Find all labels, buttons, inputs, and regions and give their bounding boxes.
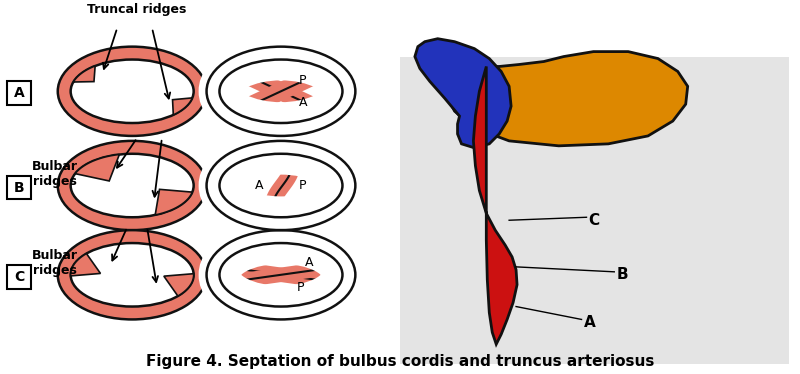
Polygon shape <box>173 98 192 115</box>
Ellipse shape <box>206 47 355 136</box>
Text: Bulbar
ridges: Bulbar ridges <box>32 160 78 188</box>
Ellipse shape <box>70 59 194 123</box>
Ellipse shape <box>219 154 342 217</box>
Ellipse shape <box>219 59 342 123</box>
Text: B: B <box>14 181 24 194</box>
Bar <box>400 56 789 364</box>
Text: P: P <box>299 74 306 87</box>
Text: Truncal ridges: Truncal ridges <box>87 3 187 16</box>
Polygon shape <box>440 52 688 146</box>
Text: P: P <box>297 281 305 294</box>
Ellipse shape <box>206 230 355 319</box>
Ellipse shape <box>58 230 206 319</box>
Polygon shape <box>415 39 511 148</box>
Polygon shape <box>70 254 101 276</box>
Text: A: A <box>583 315 595 330</box>
Text: A: A <box>14 86 25 100</box>
Ellipse shape <box>206 141 355 230</box>
Ellipse shape <box>58 47 206 136</box>
Text: A: A <box>305 257 313 269</box>
Text: P: P <box>299 179 306 192</box>
Text: Figure 4. Septation of bulbus cordis and truncus arteriosus: Figure 4. Septation of bulbus cordis and… <box>146 354 654 369</box>
Bar <box>7 176 31 199</box>
Polygon shape <box>155 189 192 215</box>
Text: C: C <box>589 213 600 228</box>
Ellipse shape <box>219 243 342 307</box>
Polygon shape <box>74 66 95 82</box>
Text: A: A <box>255 179 263 192</box>
Bar <box>7 265 31 289</box>
Polygon shape <box>75 154 119 181</box>
Ellipse shape <box>58 141 206 230</box>
Polygon shape <box>164 274 194 296</box>
Text: C: C <box>14 270 24 284</box>
Text: Bulbar
ridges: Bulbar ridges <box>32 249 78 277</box>
Text: A: A <box>298 96 307 109</box>
Polygon shape <box>474 67 517 344</box>
Ellipse shape <box>70 243 194 307</box>
Text: B: B <box>616 267 628 282</box>
Bar <box>7 82 31 105</box>
Ellipse shape <box>70 154 194 217</box>
